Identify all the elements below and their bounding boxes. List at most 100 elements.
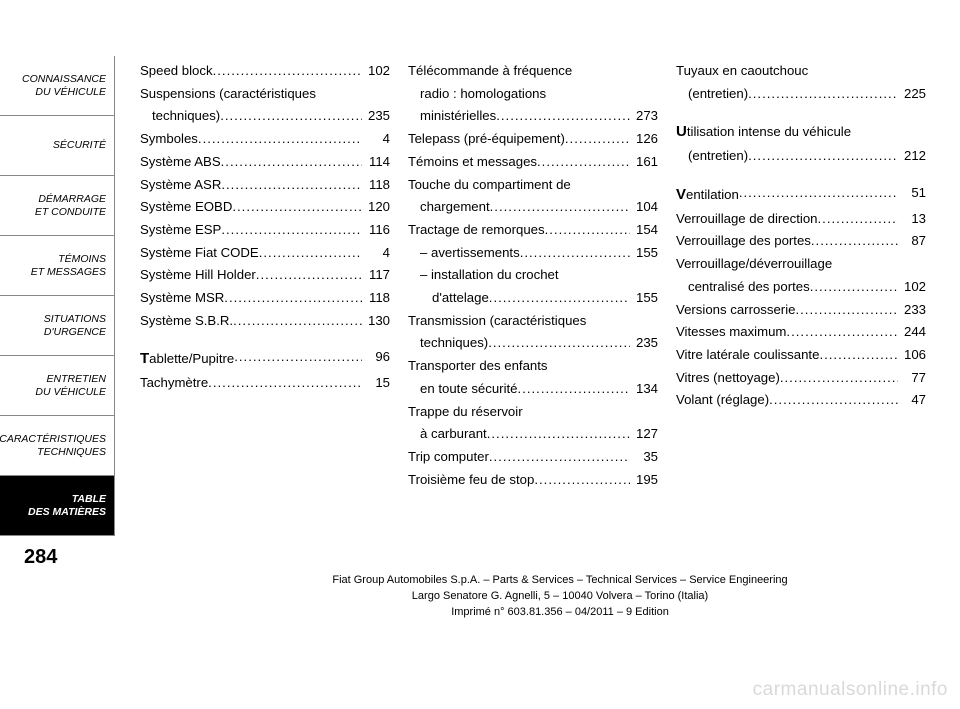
dots	[534, 469, 630, 492]
dots	[496, 105, 630, 128]
index-label: à carburant	[420, 423, 487, 446]
sidebar-tab-6[interactable]: CARACTÉRISTIQUES TECHNIQUES	[0, 416, 115, 476]
dots	[208, 372, 362, 395]
index-page-ref: 118	[362, 287, 390, 310]
index-label: Versions carrosserie	[676, 299, 795, 322]
dots	[811, 230, 898, 253]
index-entry: Système Fiat CODE 4	[140, 242, 390, 265]
index-entry: Système S.B.R. 130	[140, 310, 390, 333]
index-entry: Vitres (nettoyage) 77	[676, 367, 926, 390]
index-page-ref: 155	[630, 242, 658, 265]
index-entry: chargement 104	[408, 196, 658, 219]
index-page-ref: 130	[362, 310, 390, 333]
dots	[224, 287, 362, 310]
dots	[739, 182, 898, 208]
dots	[234, 346, 362, 372]
index-entry-line: radio : homologations	[408, 83, 658, 106]
index-entry-line: Transporter des enfants	[408, 355, 658, 378]
index-page-ref: 126	[630, 128, 658, 151]
index-label: Verrouillage des portes	[676, 230, 811, 253]
sidebar-tab-5[interactable]: ENTRETIEN DU VÉHICULE	[0, 356, 115, 416]
index-entry: d'attelage 155	[408, 287, 658, 310]
index-label: Système EOBD	[140, 196, 232, 219]
index-entry-line: Verrouillage/déverrouillage	[676, 253, 926, 276]
index-entry: – avertissements 155	[408, 242, 658, 265]
index-entry: Système ESP 116	[140, 219, 390, 242]
index-page-ref: 13	[898, 208, 926, 231]
index-entry: Tractage de remorques 154	[408, 219, 658, 242]
index-entry: Speed block 102	[140, 60, 390, 83]
index-page-ref: 51	[898, 182, 926, 208]
index-entry: Trip computer 35	[408, 446, 658, 469]
index-label: ministérielles	[420, 105, 496, 128]
sidebar-tab-1[interactable]: SÉCURITÉ	[0, 116, 115, 176]
index-entry: Troisième feu de stop 195	[408, 469, 658, 492]
index-label: (entretien)	[688, 145, 748, 168]
dots	[537, 151, 630, 174]
dots	[518, 378, 630, 401]
index-label: Speed block	[140, 60, 213, 83]
index-column-1: Télécommande à fréquenceradio : homologa…	[408, 60, 658, 505]
index-entry: Verrouillage des portes 87	[676, 230, 926, 253]
index-entry: en toute sécurité 134	[408, 378, 658, 401]
index-label: Verrouillage de direction	[676, 208, 818, 231]
index-entry: à carburant 127	[408, 423, 658, 446]
dots	[565, 128, 630, 151]
dots	[259, 242, 362, 265]
index-entry: Ventilation 51	[676, 182, 926, 208]
sidebar-tab-7[interactable]: TABLE DES MATIÈRES	[0, 476, 115, 536]
index-label: Troisième feu de stop	[408, 469, 534, 492]
index-label: Ventilation	[676, 182, 739, 208]
dots	[221, 174, 362, 197]
index-page-ref: 235	[630, 332, 658, 355]
index-entry-line: Télécommande à fréquence	[408, 60, 658, 83]
index-label: centralisé des portes	[688, 276, 810, 299]
index-label: – avertissements	[420, 242, 520, 265]
page-number: 284	[24, 546, 57, 569]
index-label: (entretien)	[688, 83, 748, 106]
index-column-2: Tuyaux en caoutchouc(entretien) 225 Utili…	[676, 60, 926, 505]
index-page-ref: 154	[630, 219, 658, 242]
footer-line-2: Largo Senatore G. Agnelli, 5 – 10040 Vol…	[200, 589, 920, 605]
index-entry: Vitre latérale coulissante 106	[676, 344, 926, 367]
dots	[221, 219, 362, 242]
index-page-ref: 233	[898, 299, 926, 322]
sidebar-tab-3[interactable]: TÉMOINS ET MESSAGES	[0, 236, 115, 296]
sidebar-tabs: CONNAISSANCE DU VÉHICULESÉCURITÉDÉMARRAG…	[0, 56, 115, 536]
dots	[810, 276, 898, 299]
index-group: Tuyaux en caoutchouc(entretien) 225	[676, 60, 926, 105]
dots	[489, 446, 630, 469]
index-label: Volant (réglage)	[676, 389, 769, 412]
sidebar-tab-2[interactable]: DÉMARRAGE ET CONDUITE	[0, 176, 115, 236]
index-page-ref: 155	[630, 287, 658, 310]
index-page-ref: 15	[362, 372, 390, 395]
manual-index-page: CONNAISSANCE DU VÉHICULESÉCURITÉDÉMARRAG…	[0, 0, 960, 709]
index-entry: Tachymètre 15	[140, 372, 390, 395]
index-entry-line: Tuyaux en caoutchouc	[676, 60, 926, 83]
index-entry: (entretien) 225	[676, 83, 926, 106]
index-page-ref: 212	[898, 145, 926, 168]
index-label: Symboles	[140, 128, 198, 151]
index-entry-line: Transmission (caractéristiques	[408, 310, 658, 333]
dots	[780, 367, 898, 390]
index-label: Système ASR	[140, 174, 221, 197]
footer-line-1: Fiat Group Automobiles S.p.A. – Parts & …	[200, 573, 920, 589]
index-page-ref: 96	[362, 346, 390, 372]
footer-line-3: Imprimé n° 603.81.356 – 04/2011 – 9 Edit…	[200, 605, 920, 621]
index-label: Tractage de remorques	[408, 219, 545, 242]
sidebar-tab-4[interactable]: SITUATIONS D'URGENCE	[0, 296, 115, 356]
index-group: Speed block 102Suspensions (caractéristi…	[140, 60, 390, 332]
index-label: techniques)	[420, 332, 488, 355]
index-label: Système ESP	[140, 219, 221, 242]
index-page-ref: 102	[898, 276, 926, 299]
index-columns: Speed block 102Suspensions (caractéristi…	[140, 60, 940, 505]
dots	[488, 332, 630, 355]
index-entry-line: Utilisation intense du véhicule	[676, 119, 926, 145]
sidebar-tab-0[interactable]: CONNAISSANCE DU VÉHICULE	[0, 56, 115, 116]
index-page-ref: 4	[362, 242, 390, 265]
dots	[769, 389, 898, 412]
index-entry-line: – installation du crochet	[408, 264, 658, 287]
index-entry: Système Hill Holder 117	[140, 264, 390, 287]
index-entry-line: Suspensions (caractéristiques	[140, 83, 390, 106]
index-page-ref: 195	[630, 469, 658, 492]
